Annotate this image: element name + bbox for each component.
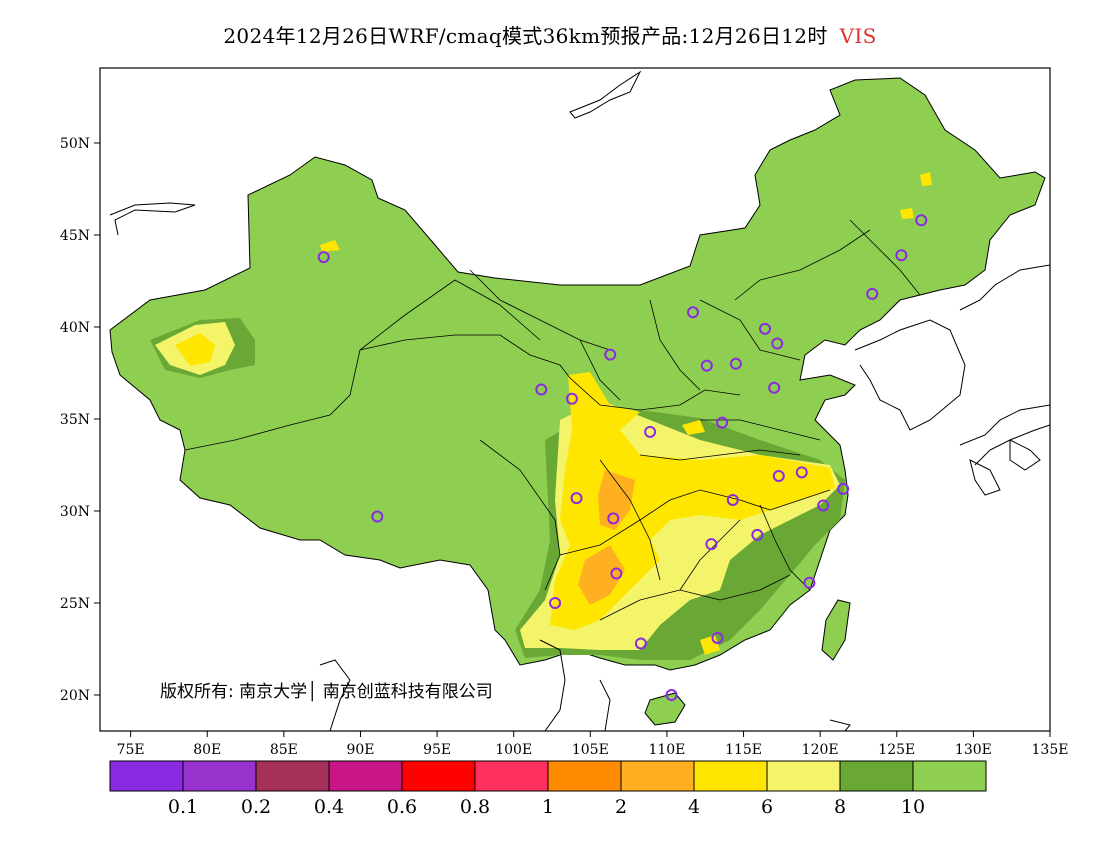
lon-tick-label: 130E xyxy=(955,742,992,758)
colorbar-swatch xyxy=(474,760,549,792)
station-markers xyxy=(317,214,928,701)
longitude-axis: 75E 80E 85E 90E 95E 100E 105E 110E 115E 120E 125E 1… xyxy=(117,731,1069,758)
station-marker xyxy=(759,322,771,335)
colorbar-swatch xyxy=(766,760,841,792)
station-marker xyxy=(915,214,928,227)
station-marker xyxy=(771,337,784,350)
colorbar-label: 1 xyxy=(542,796,554,818)
station-marker xyxy=(665,689,678,701)
station-marker xyxy=(700,359,713,372)
station-marker xyxy=(549,597,562,609)
station-marker xyxy=(895,249,908,262)
colorbar-label: 0.4 xyxy=(314,796,344,818)
colorbar-label: 4 xyxy=(688,796,700,818)
station-marker xyxy=(711,631,724,644)
station-marker xyxy=(634,637,647,650)
station-marker xyxy=(837,482,850,495)
lat-tick-label: 30N xyxy=(60,504,90,520)
hainan-island xyxy=(644,692,686,726)
lon-tick-label: 90E xyxy=(346,742,374,758)
lon-tick-label: 115E xyxy=(725,742,762,758)
colorbar-label: 0.6 xyxy=(387,796,417,818)
visibility-field xyxy=(150,172,932,660)
station-marker xyxy=(317,251,330,264)
lat-tick-label: 50N xyxy=(60,136,90,152)
title-main: 2024年12月26日WRF/cmaq模式36km预报产品:12月26日12时 xyxy=(223,24,828,48)
lon-tick-label: 135E xyxy=(1032,742,1069,758)
colorbar-swatch xyxy=(620,760,695,792)
lat-tick-label: 40N xyxy=(60,320,90,336)
station-marker xyxy=(565,392,578,405)
colorbar-label: 10 xyxy=(901,796,925,818)
colorbar-swatch xyxy=(255,760,330,792)
station-marker xyxy=(817,499,830,512)
lat-tick-label: 25N xyxy=(60,596,90,612)
station-marker xyxy=(751,528,764,541)
colorbar-swatch xyxy=(401,760,476,792)
colorbar-label: 0.8 xyxy=(460,796,490,818)
colorbar-swatch xyxy=(693,760,768,792)
station-marker xyxy=(570,492,583,505)
station-marker xyxy=(772,470,785,483)
station-marker xyxy=(610,567,623,580)
colorbar-swatch xyxy=(182,760,257,792)
station-marker xyxy=(795,466,808,479)
neighbor-coastlines xyxy=(109,70,1050,731)
station-marker xyxy=(644,425,657,438)
lat-tick-label: 20N xyxy=(60,688,90,704)
station-marker xyxy=(768,381,781,394)
station-marker xyxy=(726,493,739,506)
station-marker xyxy=(686,306,699,319)
lat-tick-label: 45N xyxy=(60,228,90,244)
lat-tick-label: 35N xyxy=(60,412,90,428)
province-boundaries xyxy=(184,219,921,621)
colorbar-swatch xyxy=(328,760,403,792)
map-frame-border xyxy=(99,67,1051,732)
lon-tick-label: 100E xyxy=(495,742,532,758)
colorbar-label: 0.2 xyxy=(241,796,271,818)
colorbar-swatch xyxy=(912,760,987,792)
station-marker xyxy=(705,538,718,551)
colorbar-swatch xyxy=(839,760,914,792)
lon-tick-label: 95E xyxy=(423,742,451,758)
station-marker xyxy=(607,512,620,525)
lon-tick-label: 75E xyxy=(117,742,145,758)
lon-tick-label: 110E xyxy=(648,742,685,758)
taiwan-island xyxy=(821,599,851,661)
colorbar-swatch xyxy=(547,760,622,792)
map-content: 版权所有: 南京大学│ 南京创蓝科技有限公司 xyxy=(109,70,1050,731)
colorbar-label: 2 xyxy=(615,796,627,818)
colorbar: 0.1 0.2 0.4 0.6 0.8 1 2 4 6 8 10 xyxy=(109,760,987,818)
title-variable: VIS xyxy=(839,24,877,48)
latitude-axis: 50N 45N 40N 35N 30N 25N 20N xyxy=(60,136,100,704)
colorbar-label: 0.1 xyxy=(168,796,198,818)
colorbar-label: 6 xyxy=(761,796,773,818)
lon-tick-label: 125E xyxy=(878,742,915,758)
colorbar-label: 8 xyxy=(834,796,846,818)
lon-tick-label: 80E xyxy=(193,742,221,758)
station-marker xyxy=(716,416,729,429)
copyright-text: 版权所有: 南京大学│ 南京创蓝科技有限公司 xyxy=(160,681,493,702)
map-title: 2024年12月26日WRF/cmaq模式36km预报产品:12月26日12时 V… xyxy=(0,20,1100,49)
station-marker xyxy=(604,348,617,361)
station-marker xyxy=(729,357,742,370)
station-marker xyxy=(866,287,879,300)
station-marker xyxy=(371,510,384,523)
lon-tick-label: 120E xyxy=(802,742,839,758)
lon-tick-label: 85E xyxy=(270,742,298,758)
station-marker xyxy=(535,383,548,396)
station-marker xyxy=(803,576,816,589)
lon-tick-label: 105E xyxy=(572,742,609,758)
colorbar-swatch xyxy=(109,760,184,792)
